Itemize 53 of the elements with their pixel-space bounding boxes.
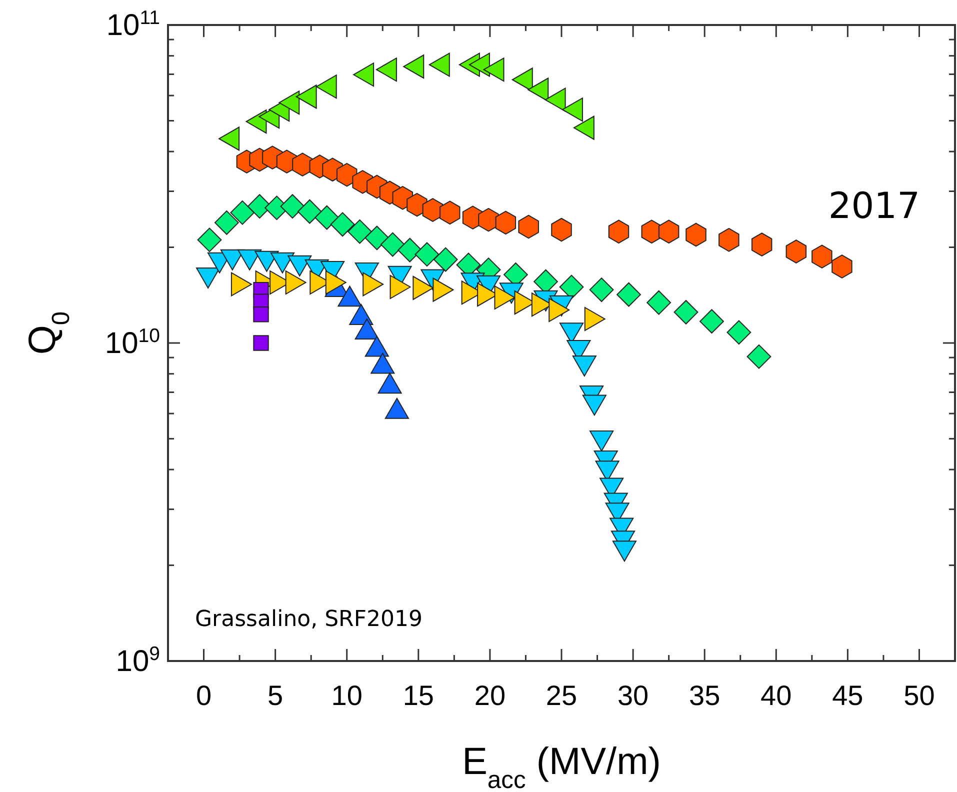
point xyxy=(589,278,614,302)
point xyxy=(700,309,724,334)
point xyxy=(832,254,852,278)
point xyxy=(230,200,255,225)
point xyxy=(398,238,422,262)
point xyxy=(433,247,458,272)
point xyxy=(314,205,340,230)
point xyxy=(718,228,740,252)
point xyxy=(658,220,680,244)
point xyxy=(559,274,584,300)
x-tick-label: 15 xyxy=(402,680,434,711)
point xyxy=(616,282,641,307)
point xyxy=(746,344,772,369)
point xyxy=(414,242,440,267)
point xyxy=(495,210,516,235)
x-tick-label: 30 xyxy=(617,680,649,711)
annotation: Grassalino, SRF2019 xyxy=(195,607,422,632)
point xyxy=(348,219,372,244)
point xyxy=(478,208,499,232)
point xyxy=(440,200,460,225)
point xyxy=(330,212,355,237)
point xyxy=(686,222,706,247)
point xyxy=(608,220,630,244)
x-tick-label: 25 xyxy=(546,680,578,711)
point xyxy=(646,290,671,315)
x-tick-label: 20 xyxy=(474,680,506,711)
point xyxy=(214,210,239,235)
point xyxy=(280,194,305,219)
point xyxy=(812,244,832,268)
x-axis-title: E$_{acc}$ (MV/m) xyxy=(462,741,661,792)
y-tick-label: 10$^{10}$ xyxy=(104,325,160,360)
point xyxy=(726,320,752,345)
y-tick-label: 10$^{11}$ xyxy=(106,7,160,42)
point xyxy=(197,228,222,252)
point xyxy=(786,240,807,264)
x-tick-label: 0 xyxy=(196,680,212,711)
x-tick-label: 10 xyxy=(331,680,362,711)
x-tick-label: 40 xyxy=(760,680,792,711)
y-tick-label: 10$^{9}$ xyxy=(116,643,160,678)
x-tick-label: 5 xyxy=(268,680,284,711)
x-tick-label: 50 xyxy=(904,680,935,711)
point xyxy=(253,306,269,322)
point xyxy=(551,218,572,242)
point xyxy=(751,232,772,256)
point xyxy=(253,335,269,351)
point xyxy=(674,300,698,324)
x-tick-label: 45 xyxy=(832,680,864,711)
point xyxy=(518,214,539,239)
annotation: 2017 xyxy=(828,186,920,227)
point xyxy=(364,226,390,250)
x-tick-label: 35 xyxy=(689,680,720,711)
point xyxy=(297,199,322,224)
point xyxy=(380,232,405,257)
